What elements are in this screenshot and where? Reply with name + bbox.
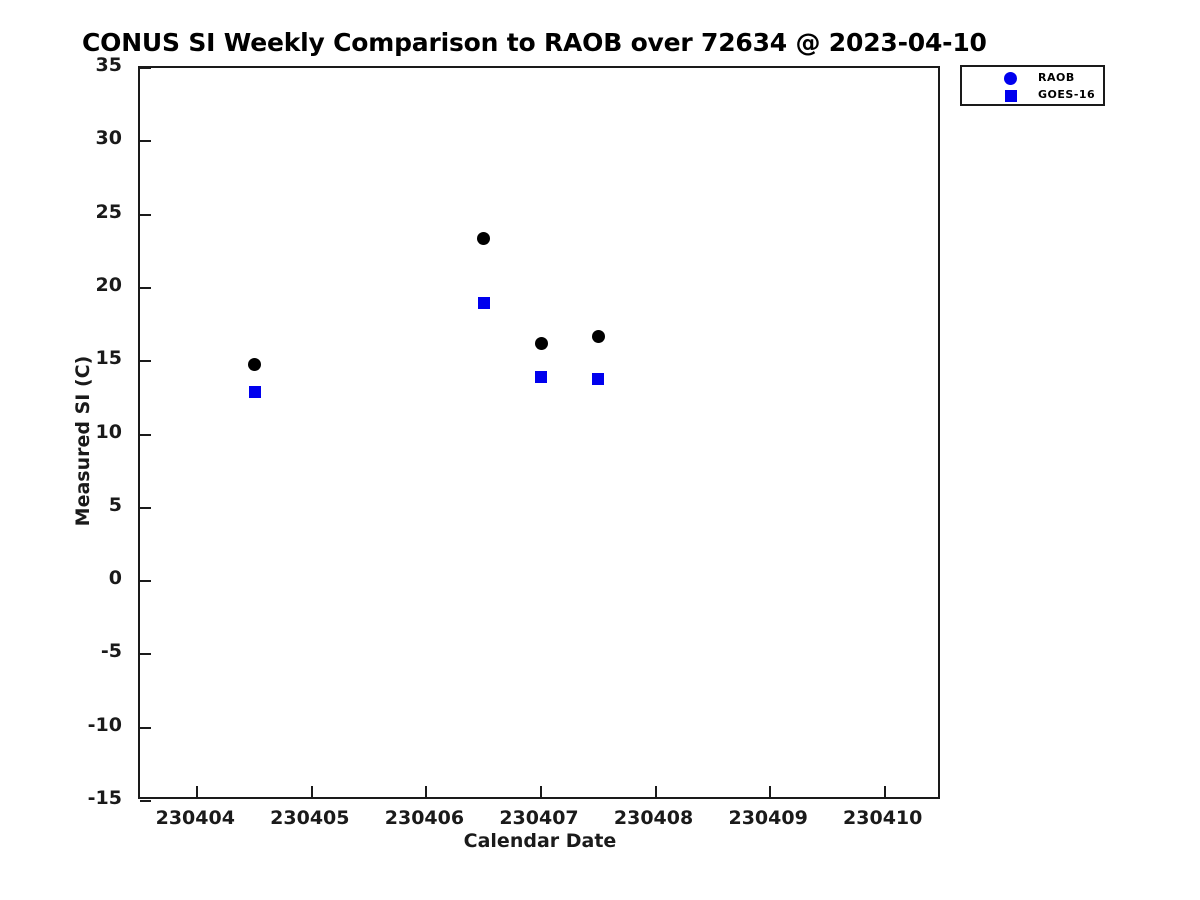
y-tick: [140, 140, 151, 143]
plot-area: [138, 66, 940, 802]
y-tick: [140, 506, 151, 509]
x-tick: [540, 786, 542, 797]
page-title: CONUS SI Weekly Comparison to RAOB over …: [82, 28, 987, 57]
legend-item-raob: RAOB: [962, 70, 1103, 87]
y-tick: [140, 360, 151, 363]
x-tick-label: 230404: [155, 807, 235, 829]
y-tick: [140, 213, 151, 216]
legend-item-goes16: GOES-16: [962, 87, 1103, 104]
x-tick: [654, 786, 657, 797]
data-point-raob: [534, 337, 548, 351]
data-point-goes-16: [592, 372, 605, 385]
data-point-goes-16: [477, 296, 490, 309]
y-tick-label: -15: [87, 787, 122, 809]
legend-label-raob: RAOB: [1038, 71, 1075, 84]
data-point-goes-16: [535, 371, 547, 384]
x-tick: [883, 786, 886, 797]
y-tick: [140, 800, 151, 802]
y-tick: [140, 286, 151, 289]
y-tick-label: 10: [95, 420, 122, 443]
data-point-goes-16: [248, 385, 261, 398]
data-point-raob: [477, 231, 491, 245]
x-tick: [196, 786, 199, 797]
x-tick: [310, 786, 313, 797]
y-tick-label: 25: [95, 200, 122, 223]
y-tick-label: 20: [95, 273, 122, 296]
x-tick-label: 230408: [613, 807, 694, 829]
x-tick-label: 230409: [728, 807, 808, 829]
data-point-raob: [591, 329, 605, 343]
x-tick: [425, 786, 428, 797]
x-tick-label: 230405: [270, 807, 350, 829]
data-point-raob: [248, 357, 262, 371]
x-tick-label: 230407: [499, 807, 579, 829]
y-tick-label: 5: [108, 493, 122, 516]
y-tick: [140, 433, 151, 436]
y-tick: [140, 726, 151, 729]
y-tick-label: -5: [100, 640, 122, 663]
y-tick-label: 0: [108, 567, 122, 590]
x-tick: [769, 786, 772, 797]
x-tick-label: 230406: [384, 807, 465, 829]
x-axis-label: Calendar Date: [463, 830, 617, 852]
y-tick-label: 30: [95, 127, 122, 150]
raob-circle-icon: [1004, 72, 1017, 85]
y-tick: [140, 653, 151, 656]
y-tick: [140, 580, 151, 583]
goes16-square-icon: [1005, 90, 1017, 102]
y-tick: [140, 67, 151, 69]
x-tick-label: 230410: [843, 807, 923, 829]
legend-label-goes16: GOES-16: [1038, 88, 1096, 101]
y-tick-label: 35: [95, 54, 122, 76]
y-axis-label: Measured SI (C): [72, 355, 94, 527]
y-tick-label: 15: [95, 347, 122, 370]
y-tick-label: -10: [87, 713, 122, 736]
legend: RAOB GOES-16: [960, 65, 1105, 106]
